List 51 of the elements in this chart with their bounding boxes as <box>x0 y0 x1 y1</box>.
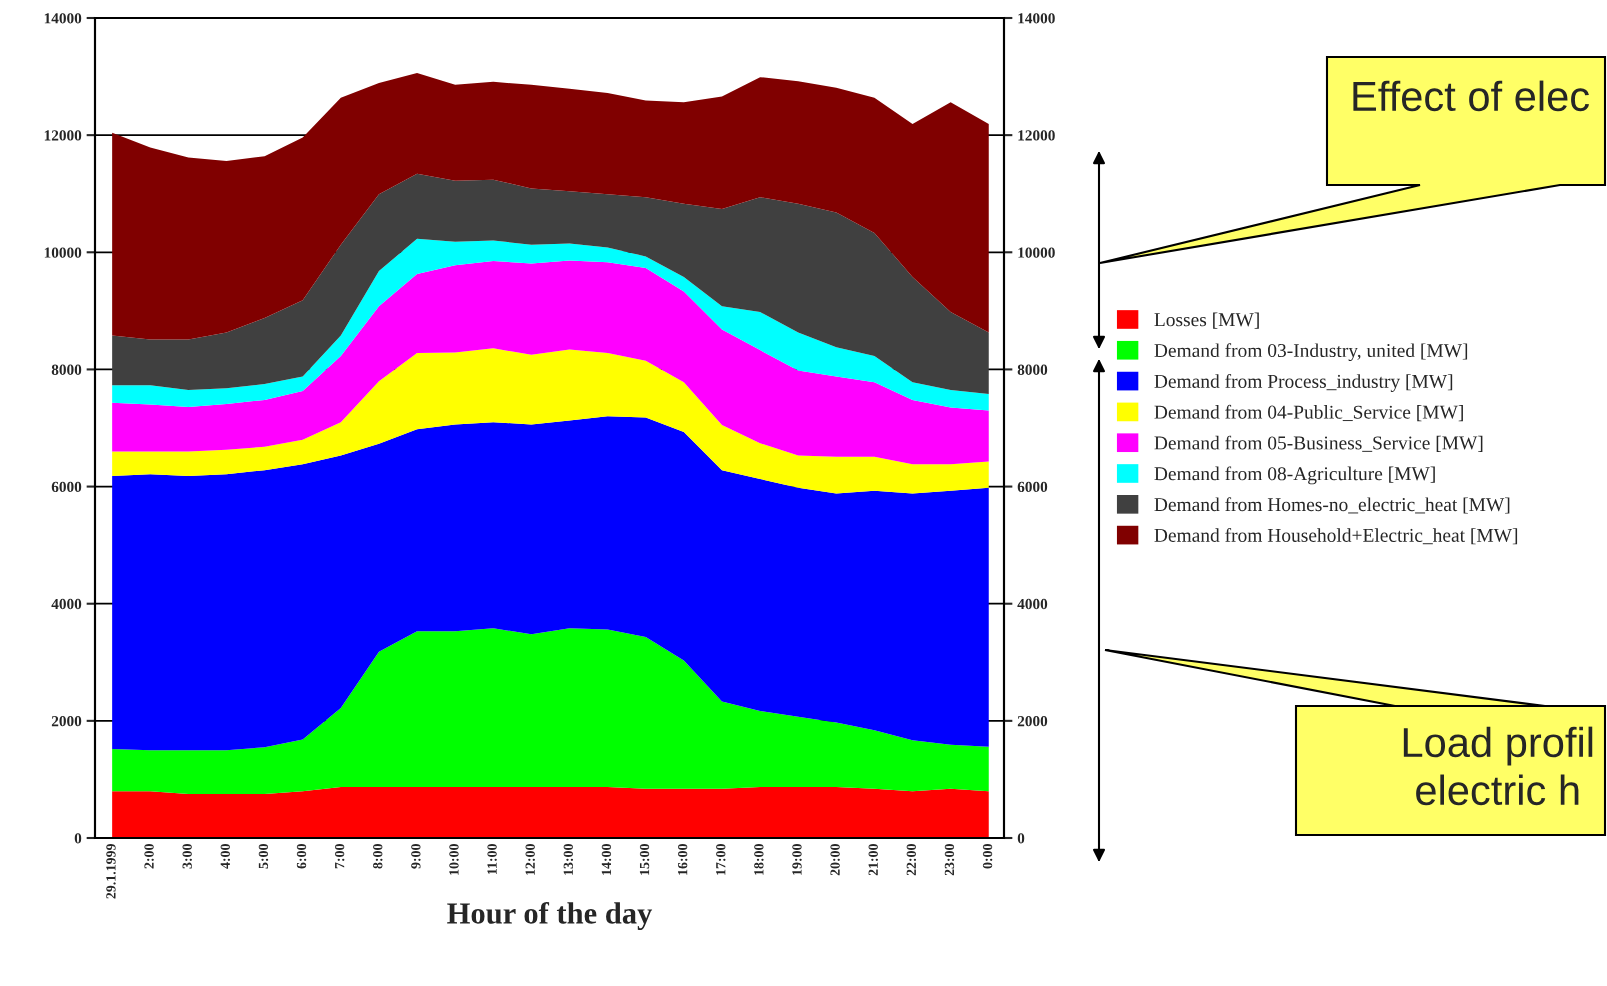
x-tick-label: 22:00 <box>906 844 917 876</box>
legend-label: Demand from Process_industry [MW] <box>1154 374 1453 392</box>
x-tick-label: 4:00 <box>220 844 231 869</box>
y-tick-label: 14000 <box>44 13 82 24</box>
legend-label: Demand from 04-Public_Service [MW] <box>1154 404 1463 422</box>
x-tick-label: 9:00 <box>411 844 421 869</box>
x-tick-label: 12:00 <box>525 844 535 875</box>
y2-tick-label: 4000 <box>1017 598 1048 610</box>
x-tick-label: 0:00 <box>982 844 993 869</box>
y2-tick-label: 6000 <box>1017 481 1048 493</box>
x-tick-label: 11:00 <box>487 844 497 875</box>
x-tick-label: 15:00 <box>639 844 650 875</box>
x-tick-label: 14:00 <box>601 844 612 875</box>
x-tick-label: 6:00 <box>296 844 307 869</box>
y2-tick-label: 8000 <box>1017 364 1048 375</box>
legend-label: Demand from Household+Electric_heat [MW] <box>1154 528 1518 545</box>
y-tick-label: 2000 <box>51 716 82 727</box>
x-tick-label: 3:00 <box>182 844 192 869</box>
text: Load profil electric h <box>1403 726 1593 806</box>
x-tick-label: 18:00 <box>754 844 764 875</box>
y-tick-label: 6000 <box>51 481 82 493</box>
x-tick-label: 17:00 <box>716 844 726 875</box>
legend-label: Demand from 03-Industry, united [MW] <box>1154 343 1468 362</box>
y2-tick-label: 0 <box>1017 833 1025 844</box>
x-tick-label: 19:00 <box>792 844 802 875</box>
y-tick-label: 12000 <box>44 130 82 141</box>
y-tick-label: 0 <box>74 833 82 844</box>
x-tick-label: 8:00 <box>373 844 383 869</box>
y2-tick-label: 10000 <box>1018 247 1055 258</box>
x-tick-label: 7:00 <box>334 844 345 869</box>
x-tick-label: 29.1.1999 <box>106 844 116 899</box>
x-tick-label: 23:00 <box>944 844 955 876</box>
x-tick-label: 20:00 <box>830 844 840 876</box>
y2-tick-label: 14000 <box>1018 13 1055 24</box>
x-tick-label: 13:00 <box>563 844 574 875</box>
legend-label: Losses [MW] <box>1154 312 1259 329</box>
legend-label: Demand from Homes-no_electric_heat [MW] <box>1154 497 1510 514</box>
legend-label: Demand from 05-Business_Service [MW] <box>1154 435 1483 452</box>
y2-tick-label: 12000 <box>1018 130 1055 141</box>
text: Effect of elec <box>1353 80 1590 112</box>
y-tick-label: 4000 <box>51 598 82 610</box>
x-tick-label: 10:00 <box>449 844 459 875</box>
y-tick-label: 8000 <box>51 364 82 375</box>
y-tick-label: 10000 <box>44 247 82 258</box>
x-tick-label: 21:00 <box>868 844 878 876</box>
x-tick-label: 5:00 <box>258 844 269 869</box>
x-axis-title: Hour of the day <box>447 901 653 930</box>
x-tick-label: 16:00 <box>677 844 688 875</box>
legend-label: Demand from 08-Agriculture [MW] <box>1154 466 1435 485</box>
x-tick-label: 2:00 <box>144 844 154 869</box>
y2-tick-label: 2000 <box>1017 716 1048 727</box>
